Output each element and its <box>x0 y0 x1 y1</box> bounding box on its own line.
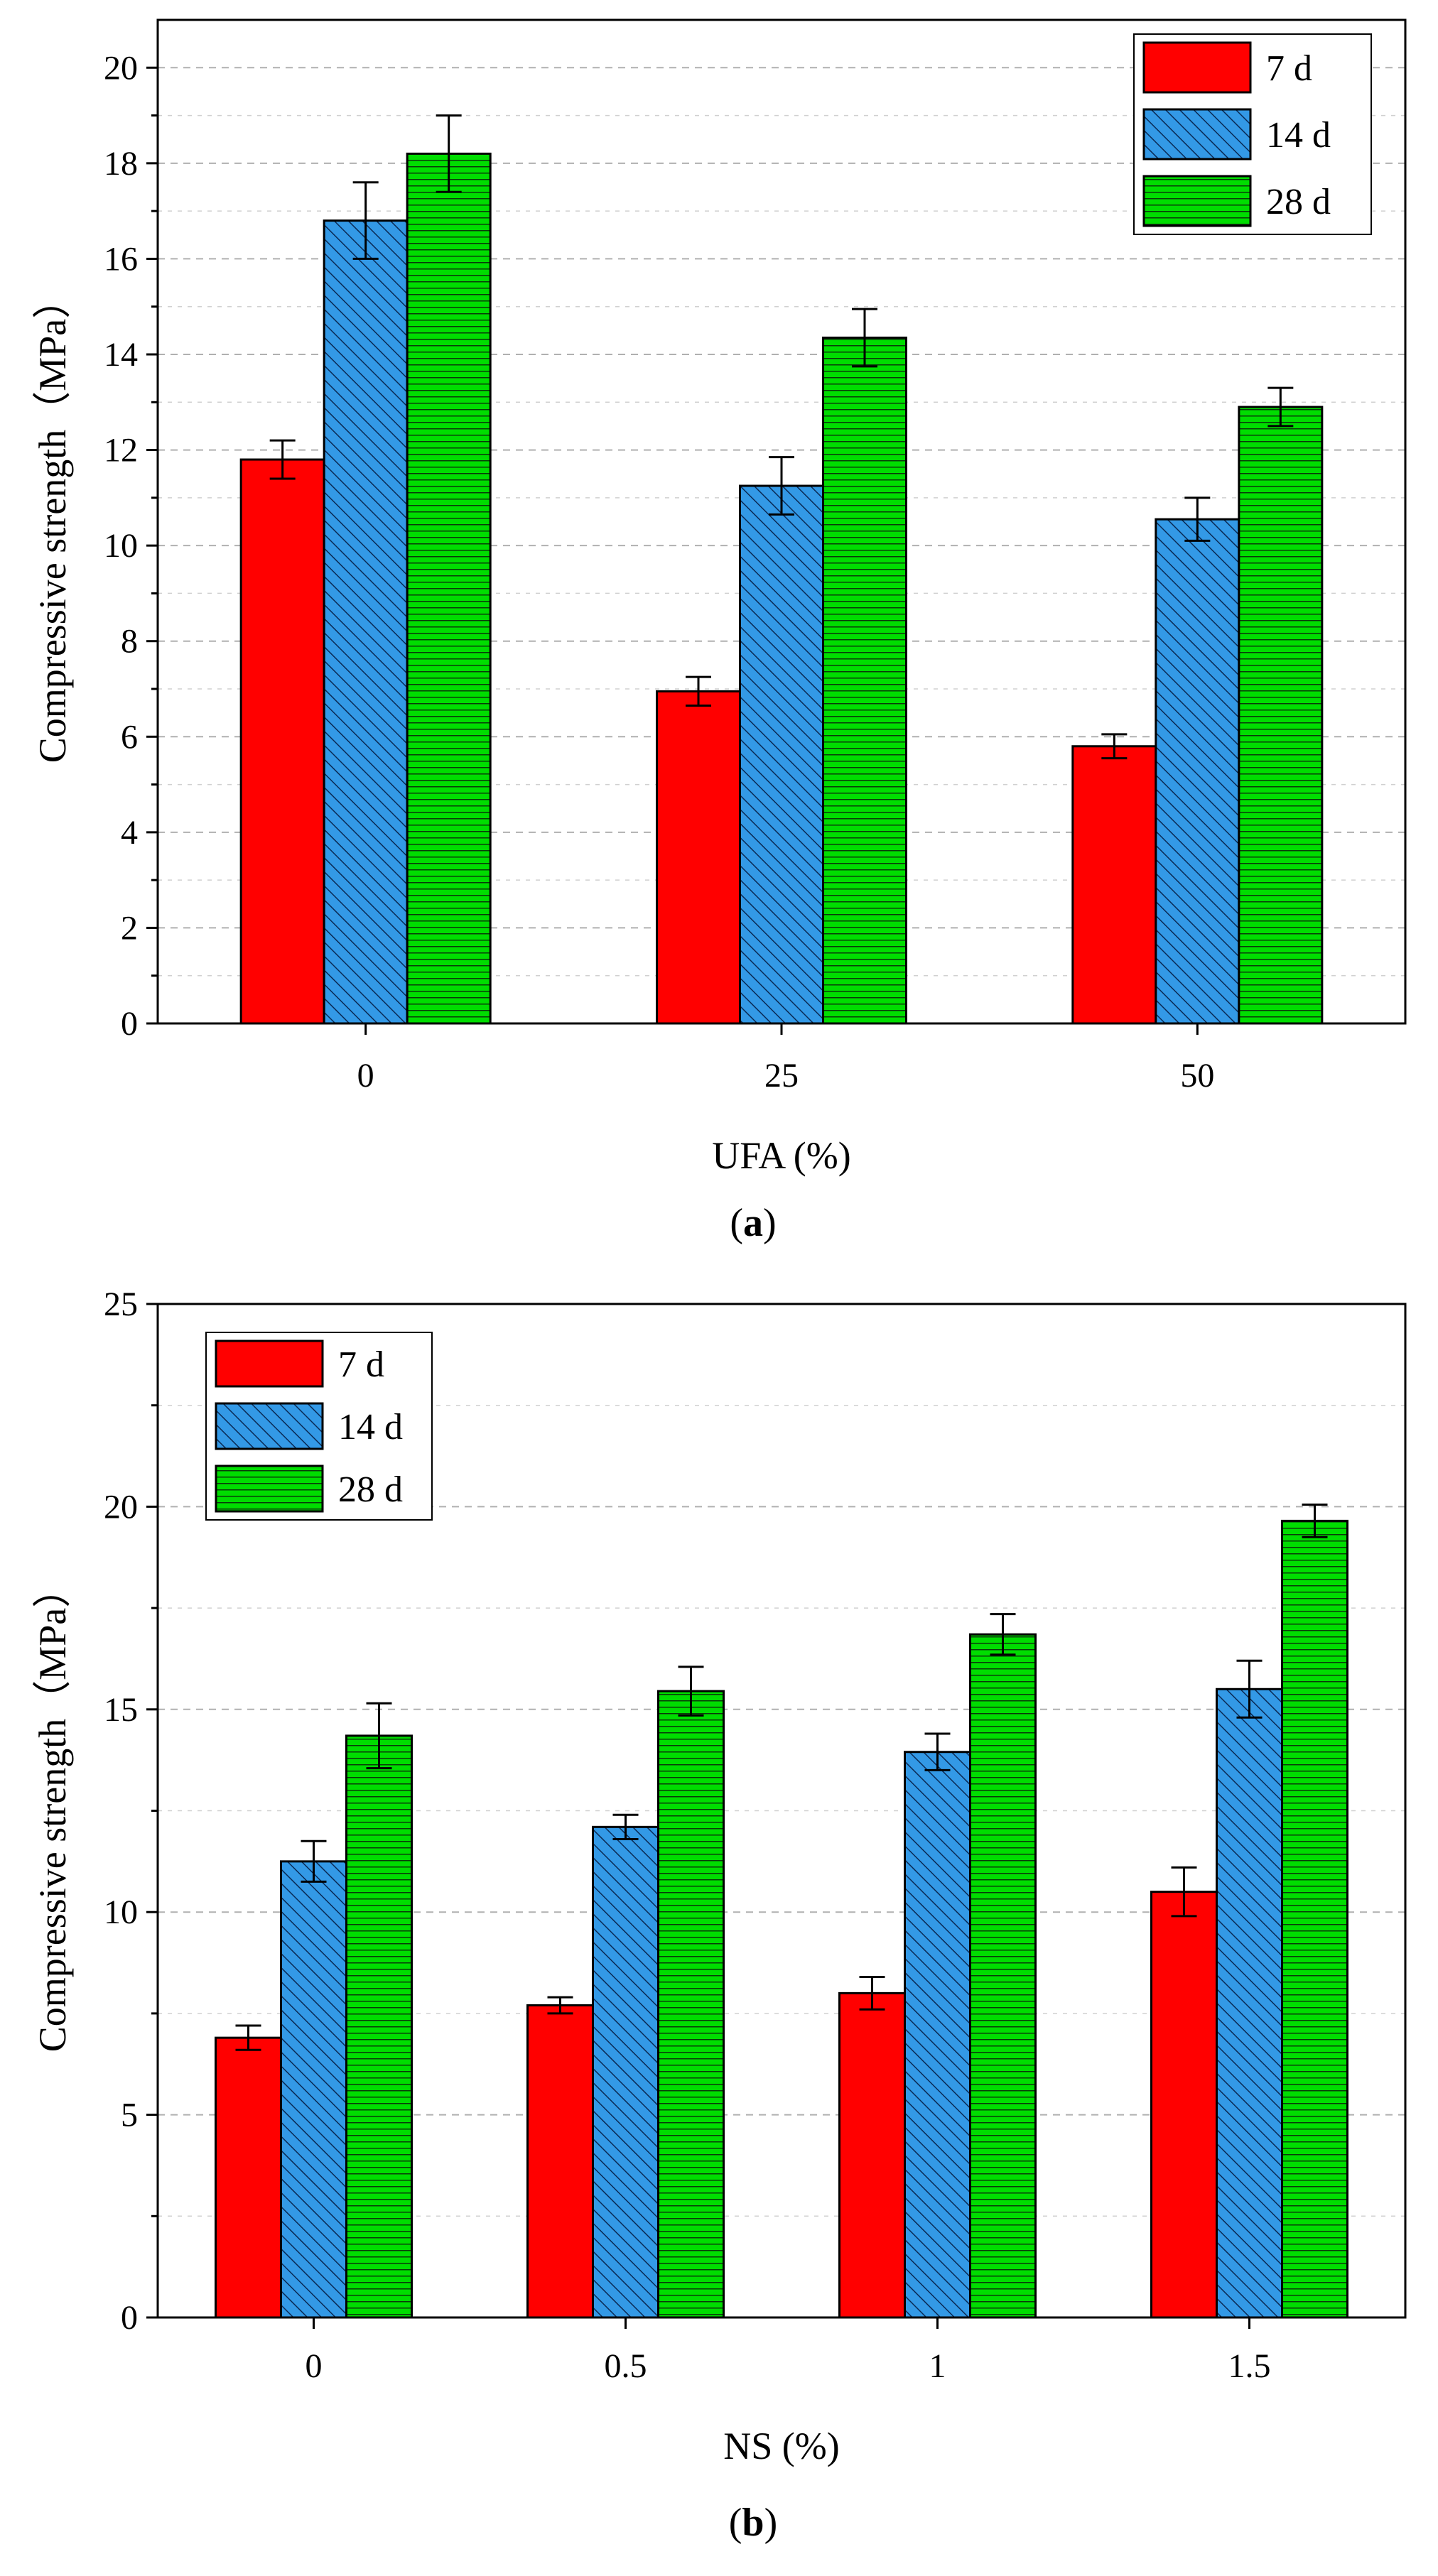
bar-b-28d-1.5 <box>1281 1519 1348 2319</box>
y-tick-label-a-7: 14 <box>104 336 138 374</box>
legend-swatch-a-7d <box>1142 41 1252 94</box>
error-bar-b-7d-0.5 <box>547 1996 573 2015</box>
y-tick-label-a-1: 2 <box>121 909 138 947</box>
y-tick-label-a-5: 10 <box>104 527 138 565</box>
y-tick-label-a-0: 0 <box>121 1005 138 1043</box>
bar-b-7d-1 <box>838 1991 906 2319</box>
legend-a: 7 d 14 d 28 d <box>1133 33 1372 235</box>
x-tick-label-b-1: 1 <box>929 2347 946 2385</box>
panel-caption-a: (a) <box>730 1201 776 1245</box>
legend-swatch-b-28d <box>215 1464 324 1513</box>
x-tick-label-a-25: 25 <box>764 1057 799 1094</box>
error-bar-a-14d-50 <box>1184 496 1211 542</box>
error-bar-a-28d-0 <box>436 114 462 193</box>
error-bar-a-7d-0 <box>269 439 296 480</box>
bar-a-7d-25 <box>656 690 741 1025</box>
y-tick-label-b-2: 10 <box>104 1893 138 1931</box>
legend-label-b-7d: 7 d <box>338 1344 384 1385</box>
y-tick-label-a-3: 6 <box>121 718 138 756</box>
panel-caption-b: (b) <box>729 2501 777 2545</box>
bar-b-14d-0 <box>280 1860 347 2319</box>
x-axis-ticks-b: 0 0.5 1 1.5 <box>306 2317 1271 2385</box>
legend-label-b-14d: 14 d <box>338 1407 403 1447</box>
error-bar-a-7d-25 <box>686 675 711 707</box>
error-bar-a-14d-25 <box>769 456 794 516</box>
y-tick-label-b-3: 15 <box>104 1691 138 1729</box>
bar-a-28d-0 <box>406 152 492 1025</box>
bar-a-28d-50 <box>1238 406 1324 1025</box>
bar-a-7d-50 <box>1071 745 1157 1025</box>
y-tick-label-b-0: 0 <box>121 2299 138 2337</box>
bar-b-7d-0.5 <box>526 2004 594 2319</box>
y-tick-label-a-2: 4 <box>121 814 138 852</box>
legend-label-a-14d: 14 d <box>1266 115 1331 156</box>
legend-label-a-7d: 7 d <box>1266 48 1312 89</box>
error-bar-b-14d-1.5 <box>1236 1659 1263 1719</box>
bar-b-14d-1 <box>904 1751 971 2319</box>
legend-swatch-b-7d <box>215 1339 324 1388</box>
error-bar-b-28d-0 <box>366 1702 392 1770</box>
legend-b: 7 d 14 d 28 d <box>205 1332 433 1521</box>
legend-swatch-a-14d <box>1142 108 1252 161</box>
x-tick-label-a-50: 50 <box>1180 1057 1214 1094</box>
chart-panel-a: 0 2 4 6 8 10 12 14 16 18 20 0 25 50 Compressive stre… <box>31 18 1407 1245</box>
error-bar-a-28d-50 <box>1267 386 1294 428</box>
y-tick-label-a-4: 8 <box>121 623 138 661</box>
y-tick-label-b-1: 5 <box>121 2097 138 2134</box>
x-tick-label-a-0: 0 <box>357 1057 374 1094</box>
bar-b-28d-1 <box>969 1633 1037 2319</box>
bar-a-7d-0 <box>239 458 325 1025</box>
error-bar-a-14d-0 <box>352 181 379 260</box>
x-tick-label-b-0.5: 0.5 <box>605 2347 647 2385</box>
bar-b-7d-0 <box>215 2036 282 2319</box>
error-bar-b-28d-1.5 <box>1302 1504 1328 1538</box>
y-tick-label-a-6: 12 <box>104 432 138 469</box>
chart-panel-b: 0 5 10 15 20 25 0 0.5 1 1.5 Compressive strength… <box>31 1286 1407 2545</box>
error-bar-b-14d-1 <box>924 1732 951 1771</box>
bars-a <box>239 114 1324 1025</box>
error-bar-b-7d-1 <box>859 1976 885 2011</box>
y-axis-label-b: Compressive strength（MPa） <box>31 1570 74 2052</box>
x-axis-label-a: UFA (%) <box>712 1134 851 1177</box>
bar-b-14d-1.5 <box>1216 1688 1283 2319</box>
legend-swatch-b-14d <box>215 1402 324 1450</box>
x-axis-ticks-a: 0 25 50 <box>357 1023 1214 1094</box>
bar-a-28d-25 <box>822 336 907 1025</box>
bars-b <box>215 1504 1348 2319</box>
bar-a-14d-0 <box>323 219 409 1025</box>
y-tick-label-b-5: 25 <box>104 1286 138 1323</box>
legend-label-b-28d: 28 d <box>338 1469 403 1510</box>
legend-swatch-a-28d <box>1142 175 1252 227</box>
y-tick-label-b-4: 20 <box>104 1488 138 1526</box>
error-bar-b-7d-0 <box>235 2024 261 2051</box>
panel-caption-label-b: b <box>742 2501 764 2545</box>
bar-b-7d-1.5 <box>1150 1891 1218 2319</box>
bar-b-14d-0.5 <box>592 1825 659 2319</box>
error-bar-a-28d-25 <box>852 308 877 368</box>
error-bar-b-28d-1 <box>990 1613 1016 1656</box>
bar-a-14d-25 <box>739 484 824 1025</box>
y-tick-label-a-8: 16 <box>104 240 138 278</box>
y-axis-label-a: Compressive strength（MPa） <box>31 281 74 763</box>
error-bar-b-14d-0 <box>301 1839 327 1883</box>
y-tick-label-a-9: 18 <box>104 145 138 183</box>
y-tick-label-a-10: 20 <box>104 49 138 87</box>
error-bar-b-14d-0.5 <box>612 1813 639 1840</box>
x-tick-label-b-0: 0 <box>306 2347 323 2385</box>
y-axis-ticks-b: 0 5 10 15 20 25 <box>104 1286 158 2337</box>
y-axis-ticks-a: 0 2 4 6 8 10 12 14 16 18 20 <box>104 49 158 1043</box>
legend-label-a-28d: 28 d <box>1266 182 1331 222</box>
error-bar-a-7d-50 <box>1101 733 1128 760</box>
bar-a-14d-50 <box>1155 518 1240 1025</box>
panel-caption-label-a: a <box>743 1201 763 1245</box>
error-bar-b-7d-1.5 <box>1171 1866 1197 1918</box>
x-tick-label-b-1.5: 1.5 <box>1228 2347 1271 2385</box>
x-axis-label-b: NS (%) <box>723 2425 839 2467</box>
bar-b-28d-0.5 <box>657 1690 725 2319</box>
bar-b-28d-0 <box>345 1734 413 2319</box>
error-bar-b-28d-0.5 <box>678 1665 704 1717</box>
